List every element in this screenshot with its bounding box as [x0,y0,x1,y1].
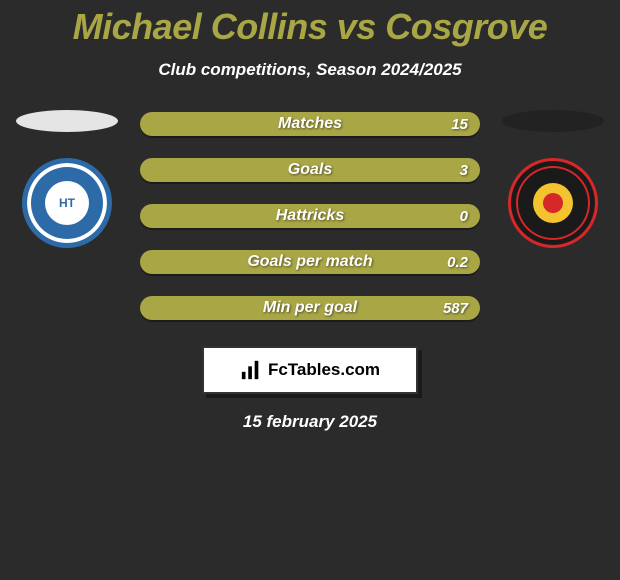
club-badge-right [508,158,598,248]
subtitle: Club competitions, Season 2024/2025 [0,60,620,80]
brand-watermark: FcTables.com [202,346,418,394]
stat-row: Hattricks 0 [140,204,480,228]
stats-column: Matches 15 Goals 3 Hattricks 0 Goals per… [140,112,480,320]
bar-chart-icon [240,359,262,381]
player-left-silhouette [16,110,118,132]
stat-label: Min per goal [263,299,357,317]
date-text: 15 february 2025 [0,412,620,432]
player-left-col: HT [12,110,122,248]
page-title: Michael Collins vs Cosgrove [0,0,620,48]
player-right-silhouette [502,110,604,132]
stat-row: Matches 15 [140,112,480,136]
stat-label: Goals [288,161,332,179]
stat-right-value: 587 [443,300,468,317]
stat-right-value: 0.2 [447,254,468,271]
stat-right-value: 15 [451,116,468,133]
stat-row: Goals per match 0.2 [140,250,480,274]
comparison-row: HT Matches 15 Goals 3 Hattricks 0 Goals … [0,110,620,320]
player-right-col [498,110,608,248]
stat-label: Goals per match [247,253,372,271]
stat-label: Hattricks [276,207,344,225]
stat-row: Goals 3 [140,158,480,182]
club-badge-right-inner [533,183,573,223]
brand-text: FcTables.com [268,360,380,380]
stat-row: Min per goal 587 [140,296,480,320]
stat-right-value: 0 [460,208,468,225]
club-badge-left: HT [22,158,112,248]
stat-label: Matches [278,115,342,133]
stat-right-value: 3 [460,162,468,179]
club-badge-left-abbrev: HT [45,181,89,225]
